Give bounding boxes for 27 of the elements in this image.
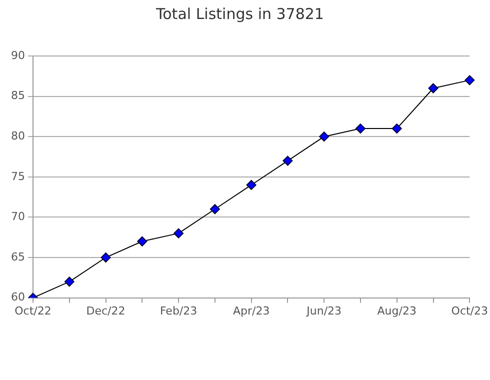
x-tick-label: Oct/23 (451, 304, 488, 318)
chart-title: Total Listings in 37821 (155, 4, 324, 23)
x-tick-label: Jun/23 (306, 304, 342, 318)
point (392, 124, 402, 134)
point (210, 204, 220, 214)
x-tick-label: Oct/22 (14, 304, 52, 318)
point (355, 124, 366, 134)
point (174, 228, 184, 238)
y-tick-label: 70 (10, 210, 25, 224)
point (64, 276, 74, 287)
y-tick-label: 65 (10, 250, 25, 264)
point (319, 132, 330, 142)
point (464, 75, 475, 86)
point (282, 156, 293, 166)
point (428, 83, 438, 94)
y-tick-label: 90 (10, 48, 25, 62)
y-tick-label: 75 (10, 170, 25, 183)
x-tick-label: Aug/23 (377, 304, 416, 318)
point (100, 252, 111, 262)
point (137, 236, 148, 246)
x-tick-label: Dec/22 (86, 304, 126, 318)
point (246, 180, 256, 190)
x-tick-label: Feb/23 (160, 304, 198, 318)
y-tick-label: 60 (10, 290, 25, 304)
y-tick-label: 80 (10, 129, 25, 142)
y-tick-label: 85 (10, 89, 25, 102)
x-tick-label: Apr/23 (232, 304, 270, 318)
